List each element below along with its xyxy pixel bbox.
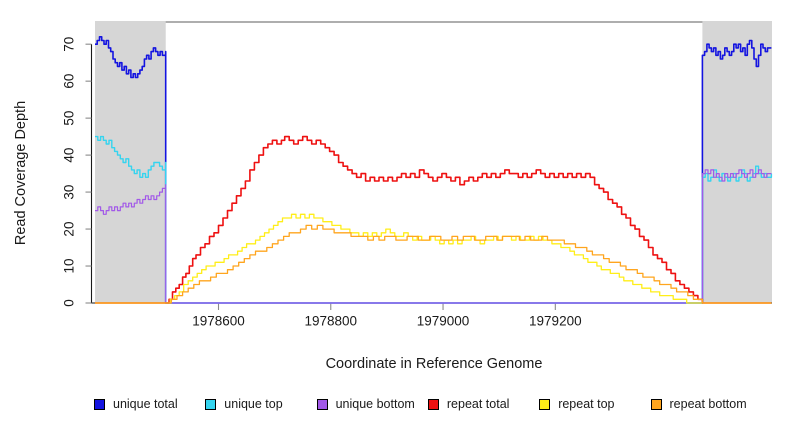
series-line-repeat-total (95, 135, 772, 304)
y-tick-label: 60 (62, 74, 77, 89)
y-tick-label: 10 (62, 259, 77, 274)
y-tick-label: 50 (62, 111, 77, 126)
legend-swatch-icon (205, 398, 217, 410)
series-line-unique-top (95, 135, 773, 304)
y-tick-label: 0 (62, 299, 77, 307)
legend-label: unique top (224, 397, 283, 411)
legend-item-repeat-top: repeat top (539, 397, 614, 411)
series-line-repeat-top (95, 213, 772, 304)
legend-label: repeat top (558, 397, 615, 411)
x-tick-label: 1979000 (417, 314, 470, 329)
legend-swatch-icon (316, 398, 328, 410)
series-line-repeat-bottom (95, 224, 772, 304)
series-line-unique-bottom (95, 169, 772, 304)
legend-label: repeat bottom (669, 397, 747, 411)
legend-item-repeat-bottom: repeat bottom (650, 397, 747, 411)
x-tick-label: 1978800 (304, 314, 357, 329)
y-tick-label: 30 (62, 185, 77, 200)
legend-label: repeat total (446, 397, 510, 411)
x-tick-label: 1978600 (192, 314, 245, 329)
legend-swatch-icon (650, 398, 662, 410)
y-tick-label: 40 (62, 148, 77, 163)
series-line-unique-total (95, 36, 772, 304)
legend-label: unique total (113, 397, 178, 411)
y-tick-label: 20 (62, 222, 77, 237)
x-tick-label: 1979200 (529, 314, 582, 329)
legend-swatch-icon (427, 398, 439, 410)
legend: unique total unique top unique bottom repea… (0, 397, 792, 413)
shaded-region (702, 21, 772, 303)
legend-swatch-icon (94, 398, 105, 410)
legend-item-unique-bottom: unique bottom (316, 397, 415, 411)
y-tick-label: 70 (62, 37, 77, 52)
legend-item-repeat-total: repeat total (427, 397, 510, 411)
x-axis-title: Coordinate in Reference Genome (325, 356, 543, 372)
legend-item-unique-top: unique top (205, 397, 283, 411)
legend-label: unique bottom (335, 397, 415, 411)
legend-swatch-icon (539, 398, 551, 410)
legend-item-unique-total: unique total (94, 397, 178, 411)
